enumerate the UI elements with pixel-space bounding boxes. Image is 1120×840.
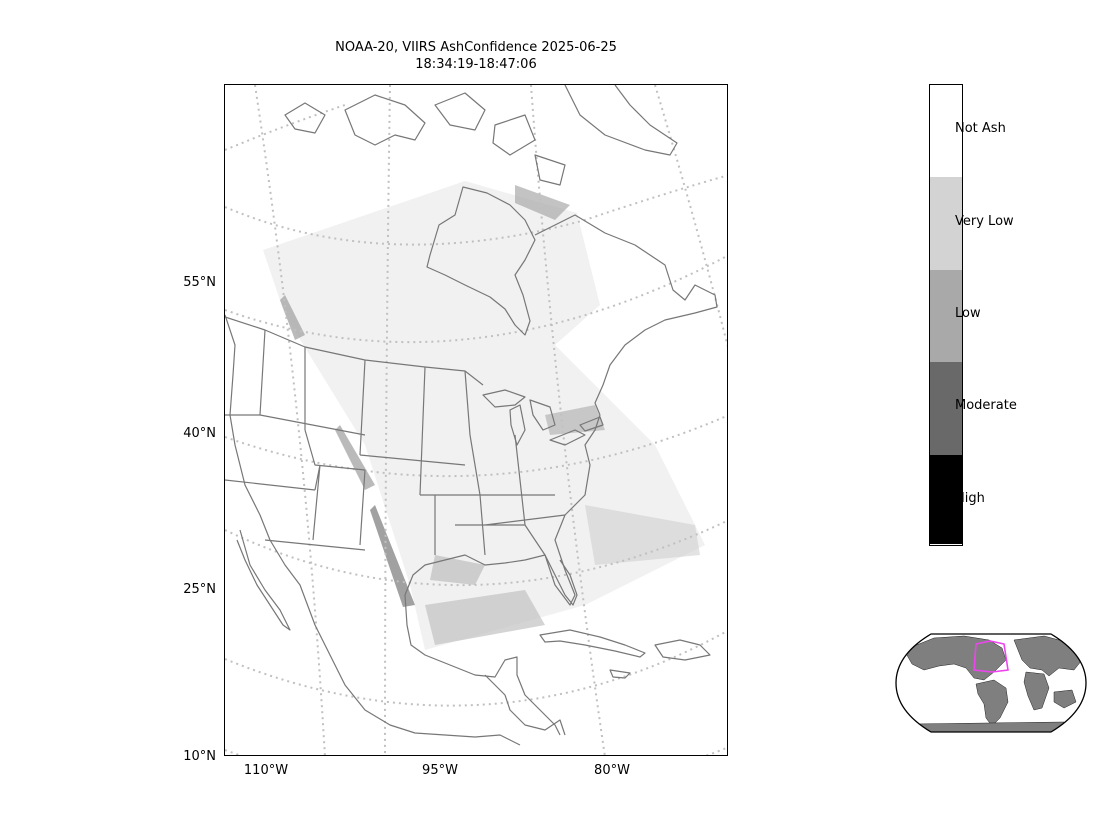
lat-label-55n: 55°N <box>183 275 216 290</box>
colorbar-label-high: High <box>955 491 985 506</box>
inset-outline <box>895 633 1087 733</box>
lat-label-10n: 10°N <box>183 749 216 764</box>
map-title-line1: NOAA-20, VIIRS AshConfidence 2025-06-25 <box>335 40 617 55</box>
colorbar-label-not-ash: Not Ash <box>955 121 1006 136</box>
lon-label-80w: 80°W <box>594 763 630 778</box>
colorbar-label-moderate: Moderate <box>955 398 1017 413</box>
inset-area-box <box>973 640 1009 673</box>
globe-inset-map <box>894 630 1088 736</box>
graticule <box>225 85 727 755</box>
lat-label-40n: 40°N <box>183 426 216 441</box>
colorbar-segment-low <box>930 270 962 362</box>
colorbar-label-very-low: Very Low <box>955 214 1014 229</box>
colorbar-segment-high <box>930 455 962 544</box>
coastlines <box>225 85 718 746</box>
lat-label-25n: 25°N <box>183 582 216 597</box>
lon-label-110w: 110°W <box>243 763 289 778</box>
globe-inset-canvas <box>895 633 1087 733</box>
map-title: NOAA-20, VIIRS AshConfidence 2025-06-25 … <box>226 39 726 73</box>
map-panel[interactable] <box>224 84 728 756</box>
map-title-line2: 18:34:19-18:47:06 <box>415 57 537 72</box>
inset-land <box>903 635 1083 732</box>
lon-label-95w: 95°W <box>422 763 458 778</box>
colorbar-segment-very-low <box>930 177 962 270</box>
colorbar <box>929 84 963 546</box>
colorbar-segment-not-ash <box>930 85 962 177</box>
ash-swath <box>263 181 705 650</box>
colorbar-segment-moderate <box>930 362 962 455</box>
colorbar-label-low: Low <box>955 306 981 321</box>
map-canvas <box>225 85 727 755</box>
